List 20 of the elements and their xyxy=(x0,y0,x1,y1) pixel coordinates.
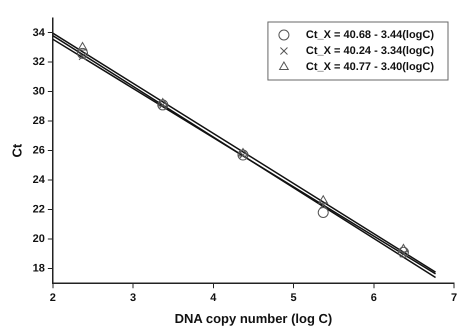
y-tick-label: 34 xyxy=(32,26,46,39)
y-tick-label: 28 xyxy=(32,115,45,128)
y-tick-label: 20 xyxy=(32,233,45,246)
x-tick-label: 2 xyxy=(50,292,56,304)
x-tick-label: 6 xyxy=(370,292,377,304)
x-tick-label: 7 xyxy=(450,292,458,304)
legend-label: Ct_X = 40.24 - 3.34(logC) xyxy=(306,45,434,58)
x-tick-label: 4 xyxy=(210,292,218,304)
x-tick-label: 5 xyxy=(290,292,297,304)
x-axis-title: DNA copy number (log C) xyxy=(174,310,332,326)
y-tick-label: 32 xyxy=(32,56,45,68)
y-tick-label: 22 xyxy=(32,204,45,216)
y-tick-label: 18 xyxy=(32,262,45,274)
y-tick-label: 24 xyxy=(32,174,46,186)
x-tick-label: 3 xyxy=(130,292,136,304)
legend-label: Ct_X = 40.77 - 3.40(logC) xyxy=(306,61,434,74)
y-tick-label: 26 xyxy=(32,144,45,157)
y-axis-title: Ct xyxy=(9,143,24,158)
y-tick-label: 30 xyxy=(32,86,45,98)
legend-label: Ct_X = 40.68 - 3.44(logC) xyxy=(306,29,434,42)
